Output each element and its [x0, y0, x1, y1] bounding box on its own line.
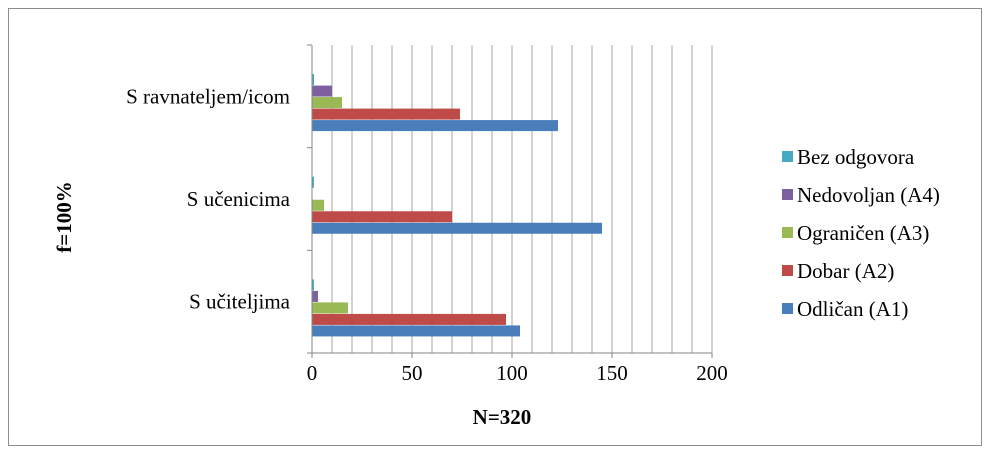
axes: [307, 44, 713, 358]
y-axis-label: f=100%: [52, 181, 76, 252]
bar-odlican-a1-s-ucenicima: [312, 222, 602, 234]
bar-bez-odgovora-s-ucenicima: [312, 176, 314, 188]
bar-chart: 0 50 100 150 200 S učiteljima S učenicima S ra…: [52, 44, 940, 429]
bar-ogranicen-a3-s-uciteljima: [312, 302, 348, 314]
x-tick-label: 150: [596, 361, 628, 385]
legend-label-nedovoljan-a4: Nedovoljan (A4): [797, 183, 940, 207]
category-label: S ravnateljem/icom: [126, 84, 290, 108]
chart-frame: 0 50 100 150 200 S učiteljima S učenicima S ra…: [8, 8, 982, 446]
x-tick-label: 0: [307, 361, 318, 385]
legend: Bez odgovora Nedovoljan (A4) Ograničen (A3…: [782, 145, 940, 321]
bar-odlican-a1-s-ravnateljem-icom: [312, 120, 558, 132]
legend-label-ogranicen-a3: Ograničen (A3): [797, 221, 929, 245]
legend-label-odlican-a1: Odličan (A1): [797, 297, 908, 321]
bar-nedovoljan-a4-s-ravnateljem-icom: [312, 85, 332, 97]
bar-dobar-a2-s-ucenicima: [312, 211, 452, 223]
grid-lines: [331, 45, 713, 353]
legend-label-bez-odgovora: Bez odgovora: [797, 145, 915, 169]
category-label: S učiteljima: [189, 290, 291, 314]
legend-label-dobar-a2: Dobar (A2): [797, 259, 894, 283]
bar-dobar-a2-s-ravnateljem-icom: [312, 108, 460, 120]
bars: [312, 74, 602, 337]
legend-swatch-ogranicen-a3: [782, 227, 793, 238]
category-labels: S učiteljima S učenicima S ravnateljem/ico…: [126, 84, 291, 313]
bar-ogranicen-a3-s-ravnateljem-icom: [312, 97, 342, 109]
bar-dobar-a2-s-uciteljima: [312, 313, 506, 325]
bar-bez-odgovora-s-ravnateljem-icom: [312, 74, 314, 86]
legend-swatch-nedovoljan-a4: [782, 189, 793, 200]
bar-ogranicen-a3-s-ucenicima: [312, 199, 324, 211]
bar-bez-odgovora-s-uciteljima: [312, 279, 314, 291]
x-axis-label: N=320: [473, 405, 532, 429]
legend-swatch-bez-odgovora: [782, 151, 793, 162]
x-tick-label: 200: [696, 361, 728, 385]
x-tick-label: 100: [496, 361, 528, 385]
legend-swatch-dobar-a2: [782, 265, 793, 276]
x-tick-label: 50: [402, 361, 423, 385]
x-tick-labels: 0 50 100 150 200: [307, 361, 728, 385]
bar-nedovoljan-a4-s-uciteljima: [312, 290, 318, 302]
bar-odlican-a1-s-uciteljima: [312, 325, 520, 337]
legend-swatch-odlican-a1: [782, 303, 793, 314]
category-label: S učenicima: [187, 187, 291, 211]
